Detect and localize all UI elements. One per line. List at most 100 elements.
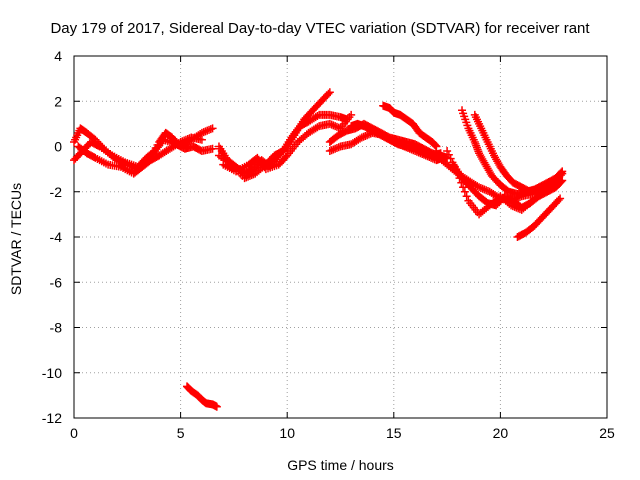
data-point [444, 150, 453, 159]
data-point [457, 178, 466, 187]
data-point [212, 402, 221, 411]
data-point [480, 185, 489, 194]
data-point [357, 133, 366, 142]
data-point [359, 132, 368, 141]
data-point [332, 144, 341, 153]
data-point [244, 172, 253, 181]
data-point [361, 131, 370, 140]
data-point [247, 171, 256, 180]
data-point [512, 203, 521, 212]
data-point [329, 121, 338, 130]
data-point [482, 186, 491, 195]
data-point [473, 182, 482, 191]
data-point [197, 128, 206, 137]
data-point [242, 173, 251, 182]
data-point [475, 183, 484, 192]
data-point [448, 158, 457, 167]
series-track-g [219, 110, 356, 176]
data-point [174, 139, 183, 148]
data-point [356, 134, 365, 143]
x-tick-label: 15 [386, 425, 402, 441]
data-point [432, 142, 441, 151]
data-point [313, 123, 322, 132]
data-point [556, 194, 565, 203]
data-point [324, 89, 333, 98]
data-point [208, 144, 217, 153]
y-tick-label: -10 [42, 365, 62, 381]
data-point [558, 167, 567, 176]
data-points [70, 88, 567, 411]
data-point [201, 127, 210, 136]
plot-frame [73, 55, 608, 419]
data-point [240, 174, 249, 183]
chart-title: Day 179 of 2017, Sidereal Day-to-day VTE… [50, 20, 590, 37]
series-track-o [470, 110, 567, 196]
data-point [206, 125, 215, 134]
data-point [331, 122, 340, 131]
data-point [363, 131, 372, 140]
y-tick-label: 4 [54, 48, 62, 64]
y-tick-label: 2 [54, 93, 62, 109]
y-axis-label: SDTVAR / TECUs [8, 182, 24, 296]
series-track-j [379, 101, 441, 151]
series-track-c [74, 133, 206, 178]
data-point [199, 128, 208, 137]
data-point [557, 168, 566, 177]
x-tick-label: 20 [493, 425, 509, 441]
data-point [332, 122, 341, 131]
data-point [347, 110, 356, 119]
data-point [245, 171, 254, 180]
data-point [450, 162, 459, 171]
data-point [331, 144, 340, 153]
data-point [558, 176, 567, 185]
data-point [327, 146, 336, 155]
data-point [446, 154, 455, 163]
data-point [515, 205, 524, 214]
data-point [451, 165, 460, 174]
data-point [554, 196, 563, 205]
data-point [462, 192, 471, 201]
data-point [334, 143, 343, 152]
x-axis-label: GPS time / hours [287, 457, 394, 473]
x-tick-label: 0 [70, 425, 78, 441]
x-tick-label: 10 [279, 425, 295, 441]
series-track-b [70, 135, 217, 171]
data-point [483, 186, 492, 195]
data-point [313, 111, 322, 120]
data-point [205, 125, 214, 134]
data-point [478, 184, 487, 193]
data-point [178, 137, 187, 146]
y-tick-label: -12 [42, 410, 62, 426]
data-point [325, 88, 334, 97]
data-point [508, 202, 517, 211]
data-point [476, 183, 485, 192]
data-point [325, 119, 334, 128]
data-point [329, 145, 338, 154]
data-point [89, 153, 98, 162]
data-point [325, 147, 334, 156]
tick-labels: 0 5 10 15 20 25 -12 -10 -8 -6 -4 -2 0 2 4 [42, 48, 615, 441]
data-point [183, 134, 192, 143]
y-tick-label: -2 [50, 184, 63, 200]
data-point [537, 189, 546, 198]
grid-lines [74, 56, 607, 418]
data-point [327, 120, 336, 129]
data-point [507, 201, 516, 210]
series-track-d [182, 382, 221, 411]
y-tick-label: -8 [50, 320, 63, 336]
data-point [203, 126, 212, 135]
data-point [443, 147, 452, 156]
data-point [197, 135, 206, 144]
data-point [510, 202, 519, 211]
series-track-q [513, 194, 565, 241]
axes [73, 55, 608, 419]
data-point [176, 137, 185, 146]
data-point [180, 136, 189, 145]
data-point [557, 177, 566, 186]
y-tick-label: 0 [54, 139, 62, 155]
data-point [455, 174, 464, 183]
data-point [334, 123, 343, 132]
data-point [460, 187, 469, 196]
y-tick-label: -4 [50, 229, 63, 245]
